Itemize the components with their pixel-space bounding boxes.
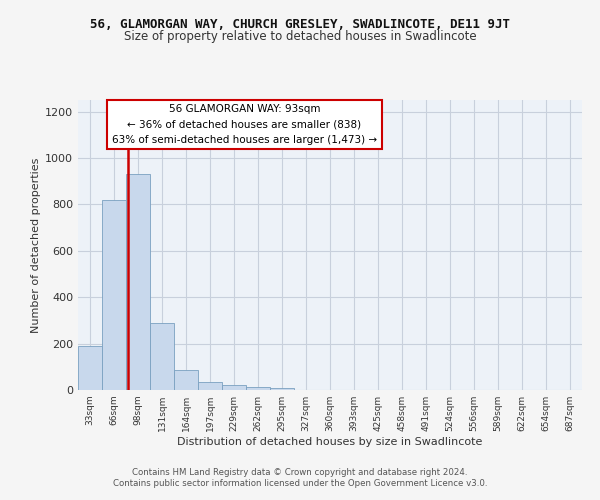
Bar <box>102 200 126 390</box>
Bar <box>246 386 270 390</box>
Text: Contains public sector information licensed under the Open Government Licence v3: Contains public sector information licen… <box>113 479 487 488</box>
X-axis label: Distribution of detached houses by size in Swadlincote: Distribution of detached houses by size … <box>178 437 482 447</box>
Bar <box>174 370 198 390</box>
Y-axis label: Number of detached properties: Number of detached properties <box>31 158 41 332</box>
Text: 56, GLAMORGAN WAY, CHURCH GRESLEY, SWADLINCOTE, DE11 9JT: 56, GLAMORGAN WAY, CHURCH GRESLEY, SWADL… <box>90 18 510 30</box>
Bar <box>126 174 150 390</box>
Bar <box>270 388 294 390</box>
Bar <box>222 386 246 390</box>
Text: Contains HM Land Registry data © Crown copyright and database right 2024.: Contains HM Land Registry data © Crown c… <box>132 468 468 477</box>
Bar <box>78 346 102 390</box>
Bar <box>198 382 222 390</box>
Text: Size of property relative to detached houses in Swadlincote: Size of property relative to detached ho… <box>124 30 476 43</box>
Text: 56 GLAMORGAN WAY: 93sqm
← 36% of detached houses are smaller (838)
63% of semi-d: 56 GLAMORGAN WAY: 93sqm ← 36% of detache… <box>112 104 377 145</box>
Bar <box>150 322 174 390</box>
